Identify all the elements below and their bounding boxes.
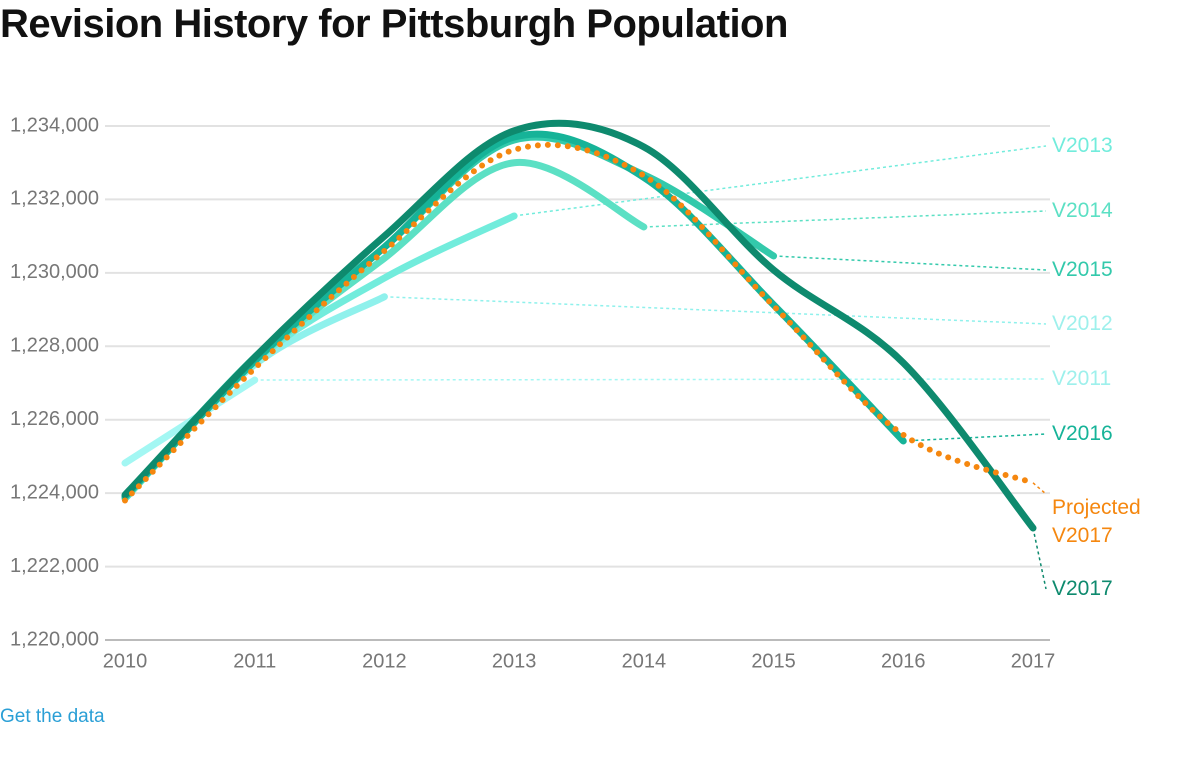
series-label: V2016 (1052, 422, 1113, 445)
series-line (122, 141, 1036, 504)
leader-line (514, 145, 1047, 217)
series-label: V2015 (1052, 258, 1113, 281)
leader-line (384, 295, 1047, 325)
y-tick-label: 1,220,000 (10, 628, 99, 650)
y-tick-label: 1,226,000 (10, 408, 99, 430)
series-line (121, 130, 907, 501)
x-tick-label: 2015 (751, 650, 796, 672)
leader-line (903, 433, 1047, 442)
series-label: V2013 (1052, 134, 1113, 157)
y-tick-label: 1,232,000 (10, 188, 99, 210)
series-line (121, 159, 648, 503)
leader-line (1032, 527, 1047, 590)
x-tick-label: 2016 (881, 650, 926, 672)
chart: 1,220,000 1,222,000 1,224,000 1,226,000 1,22… (10, 114, 1056, 672)
chart-title: Revision History for Pittsburgh Populati… (0, 2, 788, 46)
y-tick-label: 1,230,000 (10, 261, 99, 283)
series-line (121, 293, 388, 501)
y-tick-label: 1,224,000 (10, 481, 99, 503)
leader-line (254, 378, 1047, 381)
leader-line (643, 210, 1047, 228)
leader-line (1032, 482, 1047, 495)
series-line (121, 212, 518, 501)
x-tick-label: 2012 (362, 650, 407, 672)
x-tick-label: 2014 (622, 650, 667, 672)
series-label: Projected V2017 (1052, 496, 1141, 547)
x-tick-label: 2011 (233, 650, 276, 672)
series-label: V2017 (1052, 577, 1113, 600)
x-tick-label: 2017 (1011, 650, 1056, 672)
y-tick-label: 1,222,000 (10, 555, 99, 577)
x-tick-label: 2010 (103, 650, 148, 672)
leader-line (773, 255, 1047, 271)
series-label: V2011 (1052, 367, 1112, 390)
x-tick-label: 2013 (492, 650, 537, 672)
y-tick-label: 1,228,000 (10, 335, 99, 357)
series-label: V2012 (1052, 312, 1113, 335)
data-link[interactable]: Get the data (0, 706, 105, 727)
y-tick-label: 1,234,000 (10, 114, 99, 136)
series-label: V2014 (1052, 199, 1113, 222)
series-line (121, 119, 1037, 532)
